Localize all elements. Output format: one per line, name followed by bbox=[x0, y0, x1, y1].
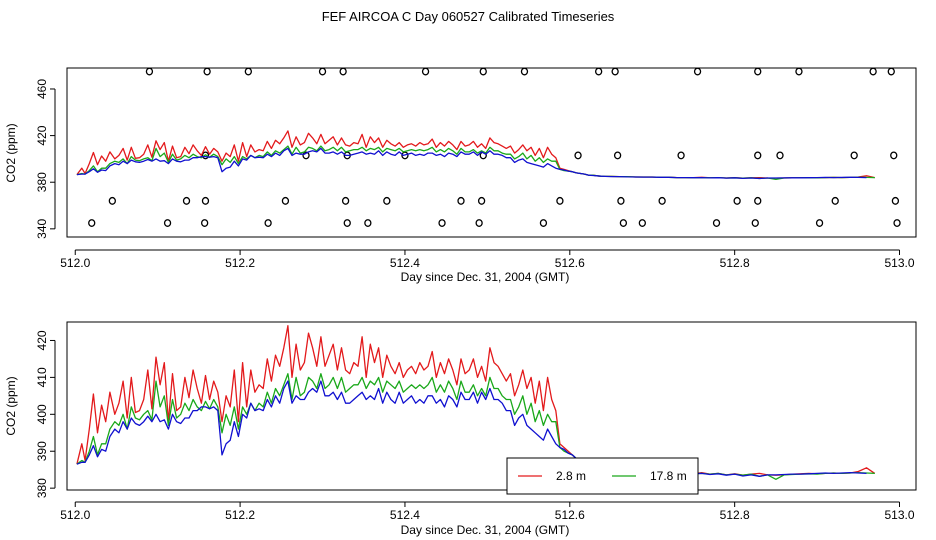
figure-title: FEF AIRCOA C Day 060527 Calibrated Times… bbox=[322, 9, 615, 24]
marker-point bbox=[364, 219, 372, 227]
marker-point bbox=[520, 67, 529, 76]
y-tick-label: 390 bbox=[35, 441, 49, 461]
x-tick-label: 512.0 bbox=[60, 256, 90, 270]
marker-point bbox=[611, 67, 619, 76]
marker-point bbox=[302, 151, 310, 160]
marker-point bbox=[712, 219, 721, 227]
legend-label-2-8m: 2.8 m bbox=[556, 469, 586, 483]
marker-point bbox=[733, 196, 741, 205]
y-tick-label: 380 bbox=[35, 172, 49, 192]
marker-point bbox=[556, 196, 564, 205]
marker-point bbox=[658, 196, 666, 205]
y-tick-label: 420 bbox=[35, 125, 49, 145]
marker-point bbox=[754, 196, 762, 205]
x-tick-label: 512.2 bbox=[225, 508, 255, 522]
marker-point bbox=[815, 219, 824, 227]
x-tick-label: 513.0 bbox=[884, 508, 914, 522]
marker-point bbox=[145, 67, 154, 76]
marker-point bbox=[850, 151, 858, 160]
x-tick-label: 512.0 bbox=[60, 508, 90, 522]
marker-point bbox=[201, 196, 210, 205]
x-tick-label: 512.6 bbox=[555, 256, 585, 270]
legend-label-17-8m: 17.8 m bbox=[650, 469, 687, 483]
marker-point bbox=[479, 67, 487, 76]
x-tick-label: 513.0 bbox=[884, 256, 914, 270]
marker-point bbox=[890, 151, 898, 160]
marker-point bbox=[751, 219, 759, 227]
series-line-8-9-m bbox=[76, 373, 875, 480]
bottom-y-axis-label: CO2 (ppm) bbox=[4, 376, 18, 435]
marker-point bbox=[421, 67, 430, 76]
x-tick-label: 512.4 bbox=[390, 508, 420, 522]
marker-point bbox=[638, 219, 646, 227]
x-tick-label: 512.8 bbox=[720, 256, 750, 270]
marker-point bbox=[88, 219, 96, 227]
y-tick-label: 400 bbox=[35, 404, 49, 424]
marker-point bbox=[574, 151, 582, 160]
y-tick-label: 340 bbox=[35, 219, 49, 239]
marker-point bbox=[693, 67, 702, 76]
legend: 2.8 m 17.8 m bbox=[506, 457, 699, 495]
top-x-axis: 512.0 512.2 512.4 512.6 512.8 513.0 bbox=[60, 249, 915, 270]
top-y-axis: 340 380 420 460 bbox=[35, 79, 56, 239]
bottom-y-axis: 380 390 400 410 420 bbox=[35, 330, 56, 498]
y-tick-label: 380 bbox=[35, 478, 49, 498]
marker-point bbox=[244, 67, 252, 76]
x-tick-label: 512.4 bbox=[390, 256, 420, 270]
bottom-x-axis: 512.0 512.2 512.4 512.6 512.8 513.0 bbox=[60, 501, 915, 522]
top-plot-frame bbox=[66, 67, 917, 238]
marker-point bbox=[201, 219, 209, 227]
marker-point bbox=[891, 196, 900, 205]
marker-point bbox=[438, 219, 446, 227]
top-y-axis-label: CO2 (ppm) bbox=[4, 123, 18, 182]
series-line-17-8-m bbox=[76, 380, 867, 477]
marker-point bbox=[619, 219, 628, 227]
marker-point bbox=[795, 67, 803, 76]
marker-point bbox=[201, 151, 210, 160]
bottom-x-axis-label: Day since Dec. 31, 2004 (GMT) bbox=[401, 523, 570, 537]
marker-point bbox=[754, 151, 762, 160]
marker-point bbox=[383, 196, 391, 205]
marker-point bbox=[108, 196, 116, 205]
marker-point bbox=[318, 67, 327, 76]
marker-point bbox=[617, 196, 625, 205]
marker-point bbox=[677, 151, 685, 160]
marker-point bbox=[893, 219, 901, 227]
series-line-8-9-m bbox=[76, 145, 875, 181]
marker-point bbox=[869, 67, 877, 76]
marker-point bbox=[182, 196, 191, 205]
marker-point bbox=[539, 219, 548, 227]
marker-point bbox=[203, 67, 211, 76]
marker-point bbox=[339, 67, 347, 76]
x-tick-label: 512.2 bbox=[225, 256, 255, 270]
bottom-series-layer bbox=[76, 325, 876, 480]
series-line-17-8-m bbox=[76, 147, 867, 180]
top-x-axis-label: Day since Dec. 31, 2004 (GMT) bbox=[401, 270, 570, 284]
marker-point bbox=[343, 219, 351, 227]
marker-point bbox=[776, 151, 784, 160]
x-tick-label: 512.6 bbox=[555, 508, 585, 522]
marker-point bbox=[281, 196, 290, 205]
marker-point bbox=[887, 67, 895, 76]
marker-point bbox=[831, 196, 839, 205]
marker-point bbox=[457, 196, 465, 205]
y-tick-label: 410 bbox=[35, 367, 49, 387]
marker-point bbox=[475, 219, 483, 227]
top-marker-layer bbox=[88, 67, 901, 227]
top-series-layer bbox=[76, 130, 875, 181]
bottom-panel: 512.0 512.2 512.4 512.6 512.8 513.0 380 390 400… bbox=[4, 321, 917, 537]
y-tick-label: 420 bbox=[35, 330, 49, 350]
top-panel: 512.0 512.2 512.4 512.6 512.8 513.0 340 380 420… bbox=[4, 67, 917, 284]
marker-point bbox=[163, 219, 172, 227]
marker-point bbox=[754, 67, 762, 76]
marker-point bbox=[613, 151, 622, 160]
y-tick-label: 460 bbox=[35, 79, 49, 99]
marker-point bbox=[595, 67, 603, 76]
marker-point bbox=[264, 219, 272, 227]
marker-point bbox=[341, 196, 350, 205]
marker-point bbox=[477, 196, 486, 205]
bottom-plot-frame bbox=[66, 321, 917, 491]
x-tick-label: 512.8 bbox=[720, 508, 750, 522]
